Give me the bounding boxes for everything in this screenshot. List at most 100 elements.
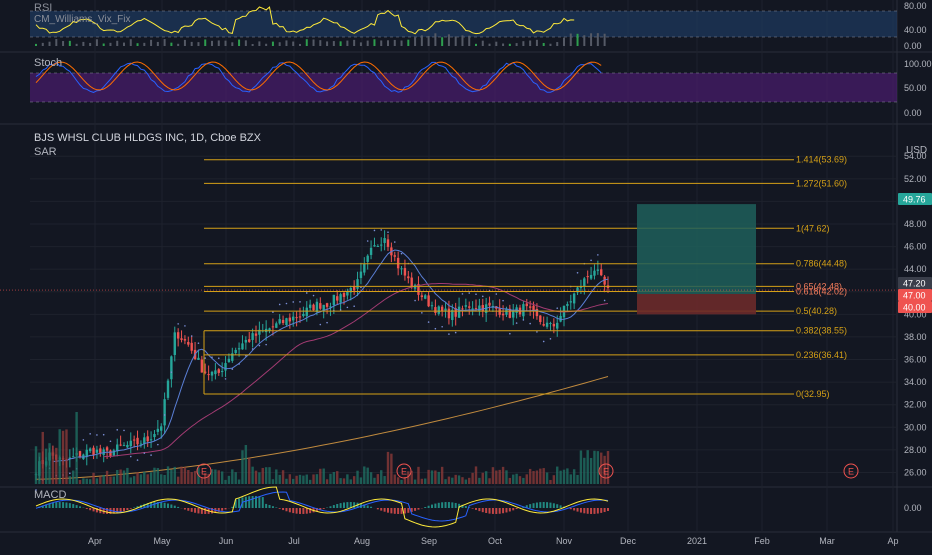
- volume-bar: [383, 476, 385, 484]
- sar-dot: [110, 440, 112, 442]
- sar-dot: [123, 430, 125, 432]
- vix-bar: [96, 39, 98, 46]
- macd-histogram-bar: [441, 502, 443, 508]
- vix-bar: [448, 34, 450, 46]
- macd-histogram-bar: [279, 508, 281, 509]
- volume-bar: [492, 467, 494, 484]
- volume-bar: [478, 478, 480, 484]
- volume-bar: [553, 475, 555, 484]
- volume-bar: [268, 467, 270, 484]
- vix-bar: [360, 42, 362, 46]
- volume-bar: [448, 477, 450, 484]
- volume-bar: [370, 472, 372, 484]
- volume-bar: [160, 474, 162, 484]
- vix-bar: [441, 37, 443, 46]
- volume-bar: [218, 470, 220, 484]
- volume-bar: [150, 472, 152, 484]
- macd-histogram-bar: [370, 507, 372, 508]
- candle-body: [583, 278, 585, 286]
- vix-bar: [468, 36, 470, 46]
- candle-body: [566, 304, 568, 306]
- vix-bar: [489, 44, 491, 46]
- sar-dot: [238, 363, 240, 365]
- stoch-pane-label: Stoch: [34, 57, 62, 69]
- volume-bar: [72, 471, 74, 484]
- candle-body: [126, 445, 128, 447]
- volume-bar: [116, 470, 118, 484]
- macd-histogram-bar: [275, 507, 277, 508]
- sar-dot: [299, 301, 301, 303]
- macd-histogram-bar: [59, 502, 61, 508]
- volume-bar: [75, 412, 77, 484]
- candle-body: [407, 276, 409, 278]
- macd-histogram-bar: [238, 498, 240, 508]
- sar-dot: [455, 332, 457, 334]
- sar-dot: [435, 328, 437, 330]
- y-tick-label: 30.00: [904, 422, 927, 432]
- candle-body: [157, 429, 159, 432]
- volume-bar: [79, 480, 81, 484]
- volume-bar: [302, 476, 304, 484]
- macd-histogram-bar: [130, 508, 132, 509]
- sar-dot: [428, 321, 430, 323]
- volume-bar: [48, 443, 50, 484]
- candle-body: [99, 448, 101, 453]
- x-tick-label: Ap: [887, 536, 898, 546]
- macd-histogram-bar: [553, 503, 555, 508]
- x-tick-label: Feb: [754, 536, 770, 546]
- candle: [285, 318, 287, 326]
- volume-bar: [590, 458, 592, 484]
- volume-bar: [519, 476, 521, 484]
- vix-bar: [522, 41, 524, 46]
- sar-dot: [144, 452, 146, 454]
- volume-bar: [353, 476, 355, 484]
- volume-bar: [184, 467, 186, 484]
- vix-bar: [211, 41, 213, 46]
- vix-bar: [306, 39, 308, 46]
- volume-bar: [570, 474, 572, 484]
- candle-body: [356, 279, 358, 289]
- vix-bar: [137, 43, 139, 46]
- candle-body: [346, 292, 348, 296]
- volume-bar: [377, 474, 379, 484]
- volume-bar: [241, 450, 243, 484]
- candle-body: [106, 447, 108, 450]
- vix-bar: [252, 44, 254, 46]
- volume-bar: [465, 480, 467, 484]
- candle-body: [424, 295, 426, 298]
- vix-bar: [231, 42, 233, 46]
- macd-histogram-bar: [55, 502, 57, 508]
- sar-dot: [171, 371, 173, 373]
- candle-body: [221, 371, 223, 372]
- candle-body: [89, 449, 91, 452]
- candle-body: [197, 358, 199, 360]
- sar-dot: [157, 444, 159, 446]
- vix-bar: [340, 41, 342, 46]
- macd-histogram-bar: [292, 508, 294, 513]
- candle-body: [319, 303, 321, 309]
- sar-dot: [401, 253, 403, 255]
- candle-body: [593, 271, 595, 276]
- macd-histogram-bar: [367, 505, 369, 508]
- macd-histogram-bar: [475, 508, 477, 510]
- fib-label: 0.382(38.55): [796, 326, 847, 336]
- vix-bar: [258, 41, 260, 46]
- volume-bar: [133, 476, 135, 484]
- candle-body: [339, 294, 341, 302]
- sar-dot: [137, 459, 139, 461]
- candle-body: [387, 239, 389, 247]
- volume-bar: [576, 475, 578, 484]
- macd-histogram-bar: [465, 506, 467, 508]
- macd-pane-label: MACD: [34, 489, 66, 501]
- candle-body: [190, 343, 192, 351]
- candle-body: [397, 258, 399, 268]
- vix-bar: [272, 42, 274, 46]
- candle-body: [177, 332, 179, 338]
- rsi-band: [30, 11, 897, 37]
- volume-bar: [373, 478, 375, 484]
- macd-histogram-bar: [560, 505, 562, 508]
- macd-histogram-bar: [343, 502, 345, 508]
- currency-label: USD: [906, 145, 927, 156]
- sar-dot: [421, 312, 423, 314]
